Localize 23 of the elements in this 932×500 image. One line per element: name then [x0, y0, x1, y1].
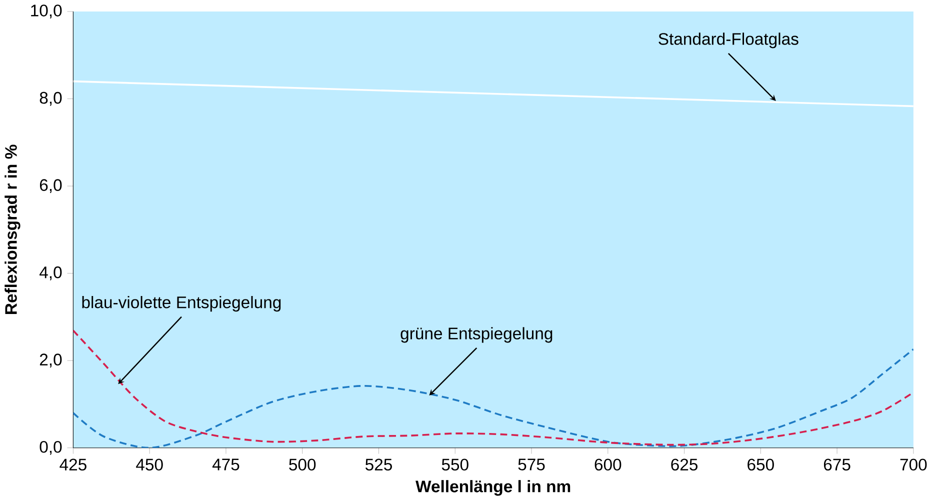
x-tick-label: 575	[518, 458, 545, 470]
y-tick-label: 4,0	[40, 266, 62, 280]
y-tick-label: 8,0	[40, 92, 62, 106]
x-tick-label: 500	[289, 458, 316, 470]
x-tick-label: 625	[671, 458, 698, 470]
x-tick-label: 650	[748, 458, 774, 470]
y-tick-label: 10,0	[31, 4, 62, 18]
annotation: Standard-Floatglas	[658, 32, 798, 48]
y-axis-title: Reflexionsgrad r in %	[4, 144, 20, 314]
x-tick-label: 675	[824, 458, 850, 470]
y-tick-label: 6,0	[40, 178, 62, 193]
x-tick-label: 550	[442, 458, 468, 470]
y-tick-label: 2,0	[40, 354, 62, 368]
annotation: grüne Entspiegelung	[400, 326, 552, 343]
x-tick-label: 600	[594, 458, 622, 470]
x-tick-label: 425	[60, 458, 86, 470]
x-tick-label: 450	[136, 458, 163, 470]
y-tick-label: 0,0	[40, 440, 62, 455]
annotation: blau-violette Entspiegelung	[82, 296, 281, 312]
x-axis-title: Wellenlänge l in nm	[416, 480, 570, 496]
x-tick-label: 525	[365, 458, 392, 470]
x-tick-label: 700	[900, 458, 927, 470]
x-tick-label: 475	[212, 458, 240, 470]
